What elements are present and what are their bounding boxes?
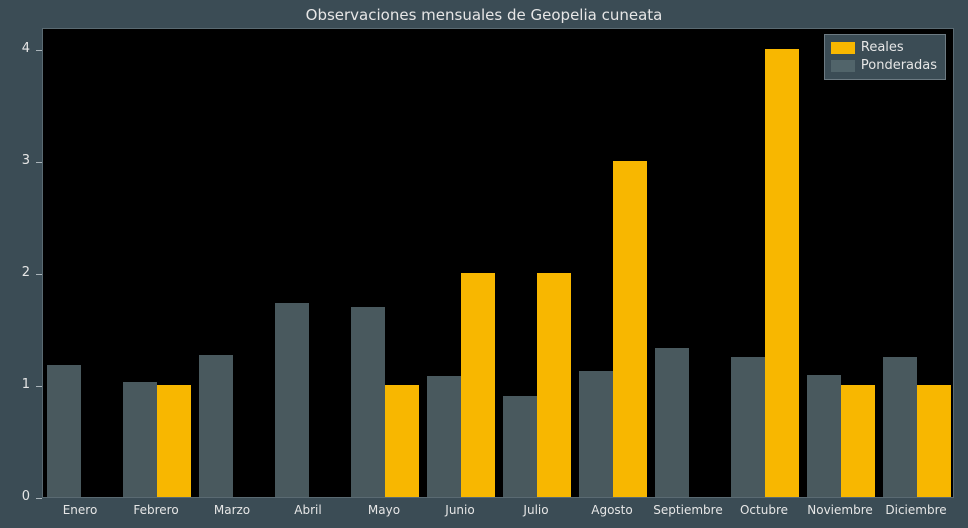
bar-reales xyxy=(841,385,875,497)
bar-reales xyxy=(917,385,951,497)
ytick-label: 2 xyxy=(0,265,30,280)
ytick-mark xyxy=(36,162,42,163)
bar-ponderadas xyxy=(883,357,917,497)
bar-ponderadas xyxy=(731,357,765,497)
ytick-mark xyxy=(36,274,42,275)
xtick-label: Marzo xyxy=(194,503,270,517)
bar-reales xyxy=(157,385,191,497)
xtick-label: Octubre xyxy=(726,503,802,517)
legend-swatch xyxy=(831,60,855,72)
xtick-label: Julio xyxy=(498,503,574,517)
ytick-label: 0 xyxy=(0,489,30,504)
xtick-label: Noviembre xyxy=(802,503,878,517)
bar-ponderadas xyxy=(807,375,841,497)
xtick-label: Febrero xyxy=(118,503,194,517)
legend-label: Ponderadas xyxy=(861,57,937,75)
xtick-label: Mayo xyxy=(346,503,422,517)
bar-reales xyxy=(385,385,419,497)
bar-ponderadas xyxy=(123,382,157,497)
legend: RealesPonderadas xyxy=(824,34,946,80)
xtick-label: Junio xyxy=(422,503,498,517)
plot-area xyxy=(42,28,954,498)
xtick-label: Diciembre xyxy=(878,503,954,517)
bar-ponderadas xyxy=(351,307,385,497)
legend-swatch xyxy=(831,42,855,54)
bar-ponderadas xyxy=(503,396,537,497)
bar-reales xyxy=(765,49,799,497)
bar-ponderadas xyxy=(579,371,613,497)
xtick-label: Septiembre xyxy=(650,503,726,517)
bar-ponderadas xyxy=(275,303,309,497)
bar-ponderadas xyxy=(47,365,81,497)
bar-reales xyxy=(537,273,571,497)
ytick-label: 3 xyxy=(0,153,30,168)
bar-ponderadas xyxy=(655,348,689,497)
legend-label: Reales xyxy=(861,39,904,57)
ytick-mark xyxy=(36,498,42,499)
bar-ponderadas xyxy=(427,376,461,497)
legend-item: Reales xyxy=(831,39,937,57)
bar-ponderadas xyxy=(199,355,233,497)
ytick-label: 4 xyxy=(0,41,30,56)
ytick-mark xyxy=(36,386,42,387)
chart-container: Observaciones mensuales de Geopelia cune… xyxy=(0,0,968,528)
xtick-label: Abril xyxy=(270,503,346,517)
ytick-mark xyxy=(36,50,42,51)
bar-reales xyxy=(461,273,495,497)
xtick-label: Enero xyxy=(42,503,118,517)
bar-reales xyxy=(613,161,647,497)
chart-title: Observaciones mensuales de Geopelia cune… xyxy=(0,6,968,24)
ytick-label: 1 xyxy=(0,377,30,392)
legend-item: Ponderadas xyxy=(831,57,937,75)
xtick-label: Agosto xyxy=(574,503,650,517)
